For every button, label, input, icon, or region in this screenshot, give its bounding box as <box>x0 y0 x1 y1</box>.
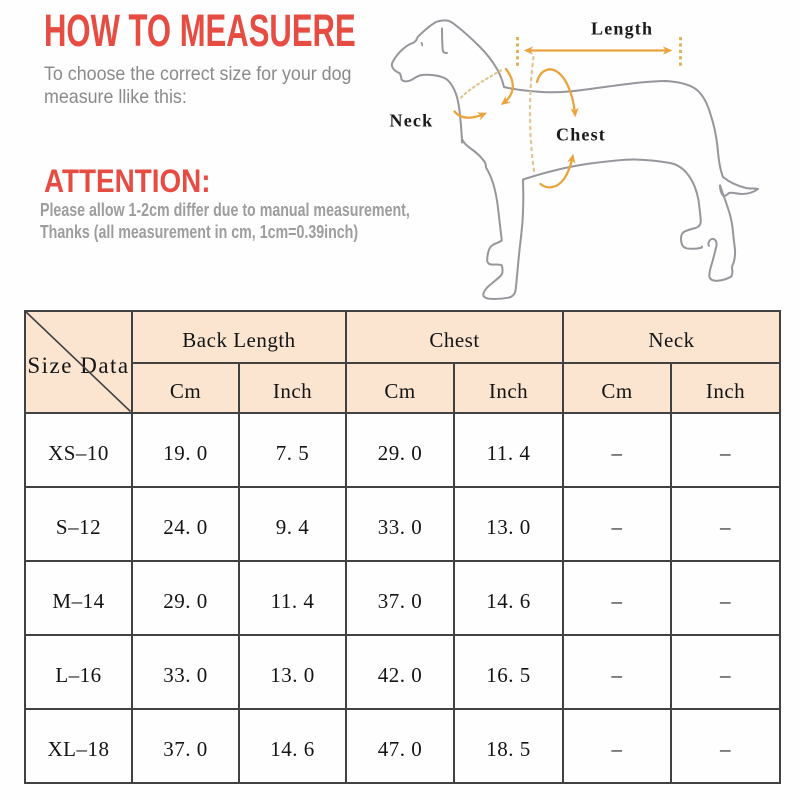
svg-text:Length: Length <box>591 19 653 39</box>
svg-text:Chest: Chest <box>556 125 606 145</box>
svg-text:Neck: Neck <box>390 111 434 131</box>
